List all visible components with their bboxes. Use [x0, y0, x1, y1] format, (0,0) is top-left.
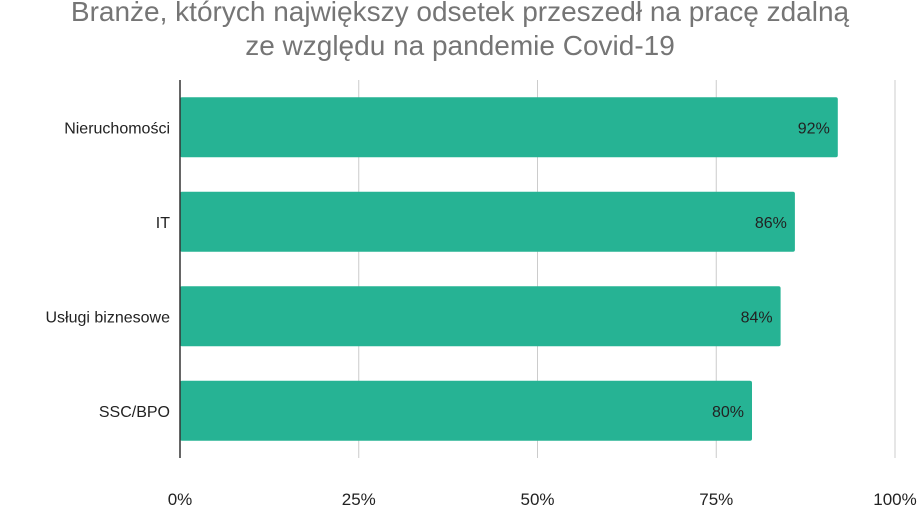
category-label: SSC/BPO — [99, 404, 170, 421]
data-label: 86% — [755, 215, 787, 232]
x-tick-label: 100% — [873, 490, 916, 509]
category-label: Nieruchomości — [64, 120, 170, 137]
x-tick-label: 0% — [168, 490, 193, 509]
x-tick-label: 25% — [342, 490, 376, 509]
data-label: 80% — [712, 404, 744, 421]
chart-title-line-2: ze względu na pandemie Covid-19 — [245, 30, 675, 61]
bar-1 — [180, 191, 795, 252]
x-tick-label: 75% — [699, 490, 733, 509]
bars: 92% 86% 84% 80% — [180, 97, 838, 441]
chart-title-line-1: Branże, których największy odsetek przes… — [70, 0, 850, 27]
category-label: IT — [156, 215, 170, 232]
axes: 0% 25% 50% 75% 100% Nieruchomości IT Usługi biz… — [45, 80, 917, 509]
data-label: 84% — [741, 309, 773, 326]
category-label: Usługi biznesowe — [45, 309, 170, 326]
x-tick-label: 50% — [520, 490, 554, 509]
data-label: 92% — [798, 120, 830, 137]
bar-3 — [180, 380, 752, 441]
bar-2 — [180, 286, 781, 347]
bar-0 — [180, 97, 838, 158]
